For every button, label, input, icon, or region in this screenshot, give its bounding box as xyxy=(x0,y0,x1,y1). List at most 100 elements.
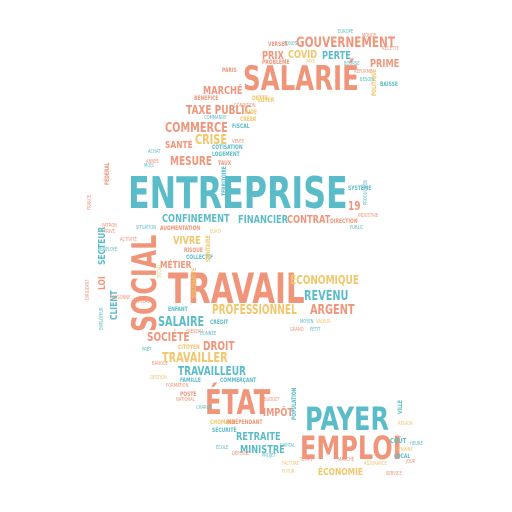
word-personne: PERSONNE xyxy=(110,295,131,301)
word-jour: JOUR xyxy=(406,459,416,465)
word-gouvernement: GOUVERNEMENT xyxy=(296,35,395,51)
word-covid: COVID xyxy=(288,48,318,61)
word-public-small: PUBLIC xyxy=(350,225,364,231)
word-temps: TEMPS xyxy=(300,457,313,463)
word-gestion: GESTION xyxy=(150,375,167,381)
word-banque: BANQUE xyxy=(152,361,169,367)
word-vente: VENTE xyxy=(232,139,245,145)
word-condition: CONDITION xyxy=(234,103,256,109)
word-financier: FINANCIER xyxy=(238,213,289,226)
word-augmentation: AUGMENTATION xyxy=(160,225,201,232)
word-collectif: COLLECTIF xyxy=(186,254,214,261)
word-solidarite: SOLIDARITÉ xyxy=(191,267,198,298)
word-economie: ÉCONOMIE xyxy=(318,467,364,478)
word-pret: PRÊT xyxy=(142,347,152,353)
word-donnee: DONNÉE xyxy=(200,331,217,337)
word-salarie: SALARIÉ xyxy=(243,59,359,99)
word-poste: POSTE xyxy=(180,391,197,398)
word-verser: VERSER xyxy=(268,41,288,48)
word-independant: INDÉPENDANT xyxy=(226,419,263,426)
word-depense: DÉPENSE xyxy=(232,451,250,457)
word-annee: ANNÉE xyxy=(146,159,159,165)
word-population: POPULATION xyxy=(291,387,298,420)
word-emploi: EMPLOI xyxy=(300,429,402,467)
word-securite: SÉCURITÉ xyxy=(212,427,237,434)
word-revenu: REVENU xyxy=(304,289,349,304)
word-sante: SANTÉ xyxy=(165,140,193,151)
word-prive: PRIVÉ xyxy=(104,229,115,235)
word-commercant: COMMERÇANT xyxy=(220,377,257,384)
word-charge: CHARGE xyxy=(196,405,212,411)
word-heure: HEURE xyxy=(410,441,423,447)
word-aide: AIDE xyxy=(245,109,257,116)
word-marche: MARCHÉ xyxy=(203,84,243,97)
word-paris: PARIS xyxy=(222,67,237,74)
word-dette: DETTE xyxy=(252,95,269,102)
word-bourse: BOURSE xyxy=(344,61,360,67)
word-europe: EUROPE xyxy=(338,29,354,35)
word-fiscal: FISCAL xyxy=(232,123,250,130)
word-baisse: BAISSE xyxy=(380,81,398,88)
word-systeme: SYSTÈME xyxy=(348,185,372,192)
word-payer: PAYER xyxy=(305,400,389,438)
word-semaine: SEMAINE xyxy=(396,447,413,453)
word-prime: PRIME xyxy=(370,57,400,70)
word-impot: IMPÔT xyxy=(263,406,293,419)
word-taxe-public: TAXE PUBLIC xyxy=(186,103,252,117)
word-petit: PETIT xyxy=(310,327,321,333)
word-professionnel: PROFESSIONNEL xyxy=(212,303,297,318)
word-activite: ACTIVITÉ xyxy=(120,237,137,243)
word-moyen: MOYEN xyxy=(300,319,314,325)
word-loyer: LOYER xyxy=(258,97,275,104)
word-france: FRANCE xyxy=(87,195,93,210)
word-employeur: EMPLOYEUR xyxy=(99,307,105,330)
word-local: LOCAL xyxy=(394,453,411,460)
word-logement: LOGEMENT xyxy=(212,151,240,158)
word-facture: FACTURE xyxy=(282,461,299,467)
word-travailler: TRAVAILLER xyxy=(162,351,228,366)
word-cout: COÛT xyxy=(390,437,407,445)
word-loi: LOI xyxy=(97,276,108,290)
word-achat: ACHAT xyxy=(148,149,161,155)
word-commande: COMMANDE xyxy=(204,115,227,121)
word-confinement: CONFINEMENT xyxy=(162,212,230,225)
word-economique: ÉCONOMIQUE xyxy=(290,273,359,287)
word-ville: VILLE xyxy=(397,400,404,414)
word-grand: GRAND xyxy=(290,327,304,333)
word-assurance: ASSURANCE xyxy=(364,461,387,467)
word-sanitaire: SANITAIRE xyxy=(205,235,212,262)
word-marche-small: MARCHÉ xyxy=(338,457,355,463)
word-dirigeant: DIRIGEANT xyxy=(85,279,91,300)
word-besoin: BESOIN xyxy=(360,77,375,83)
word-employe: EMPLOYÉ xyxy=(100,247,118,253)
word-credit: CRÉDIT xyxy=(210,319,229,326)
word-enfant: ENFANT xyxy=(168,306,188,313)
word-societe: SOCIÉTÉ xyxy=(147,330,190,344)
word-futur: FUTUR xyxy=(282,469,295,475)
word-social: SOCIAL xyxy=(125,234,165,332)
word-ecole: ÉCOLE xyxy=(216,445,229,451)
word-benefice: BÉNÉFICE xyxy=(194,95,219,102)
word-droit: DROIT xyxy=(203,339,235,353)
word-travailleur: TRAVAILLEUR xyxy=(178,364,246,378)
word-risque: RISQUE xyxy=(184,247,203,254)
word-pays: PAYS xyxy=(306,59,315,65)
word-argent: ARGENT xyxy=(310,303,355,318)
word-chomage: CHÔMAGE xyxy=(210,419,236,426)
word-service: SERVICE xyxy=(386,471,402,477)
word-national: NATIONAL xyxy=(176,397,195,403)
word-valeur: VALEUR xyxy=(316,319,331,325)
word-crise: CRISE xyxy=(195,133,227,148)
word-contrat: CONTRAT xyxy=(287,213,331,226)
word-perte: PERTE xyxy=(322,49,351,62)
word-travail: TRAVAIL xyxy=(168,264,305,313)
word-situation: SITUATION xyxy=(136,225,156,231)
word-direction: DIRECTION xyxy=(330,218,358,225)
word-citoyen: CITOYEN xyxy=(178,344,200,351)
word-federal: FÉDÉRAL xyxy=(104,162,111,185)
word-cotisation: COTISATION xyxy=(212,144,243,151)
word-reforme: RÉFORME xyxy=(354,69,373,75)
word-retraite: RETRAITE xyxy=(236,430,281,443)
word-etat: ÉTAT xyxy=(205,383,271,423)
